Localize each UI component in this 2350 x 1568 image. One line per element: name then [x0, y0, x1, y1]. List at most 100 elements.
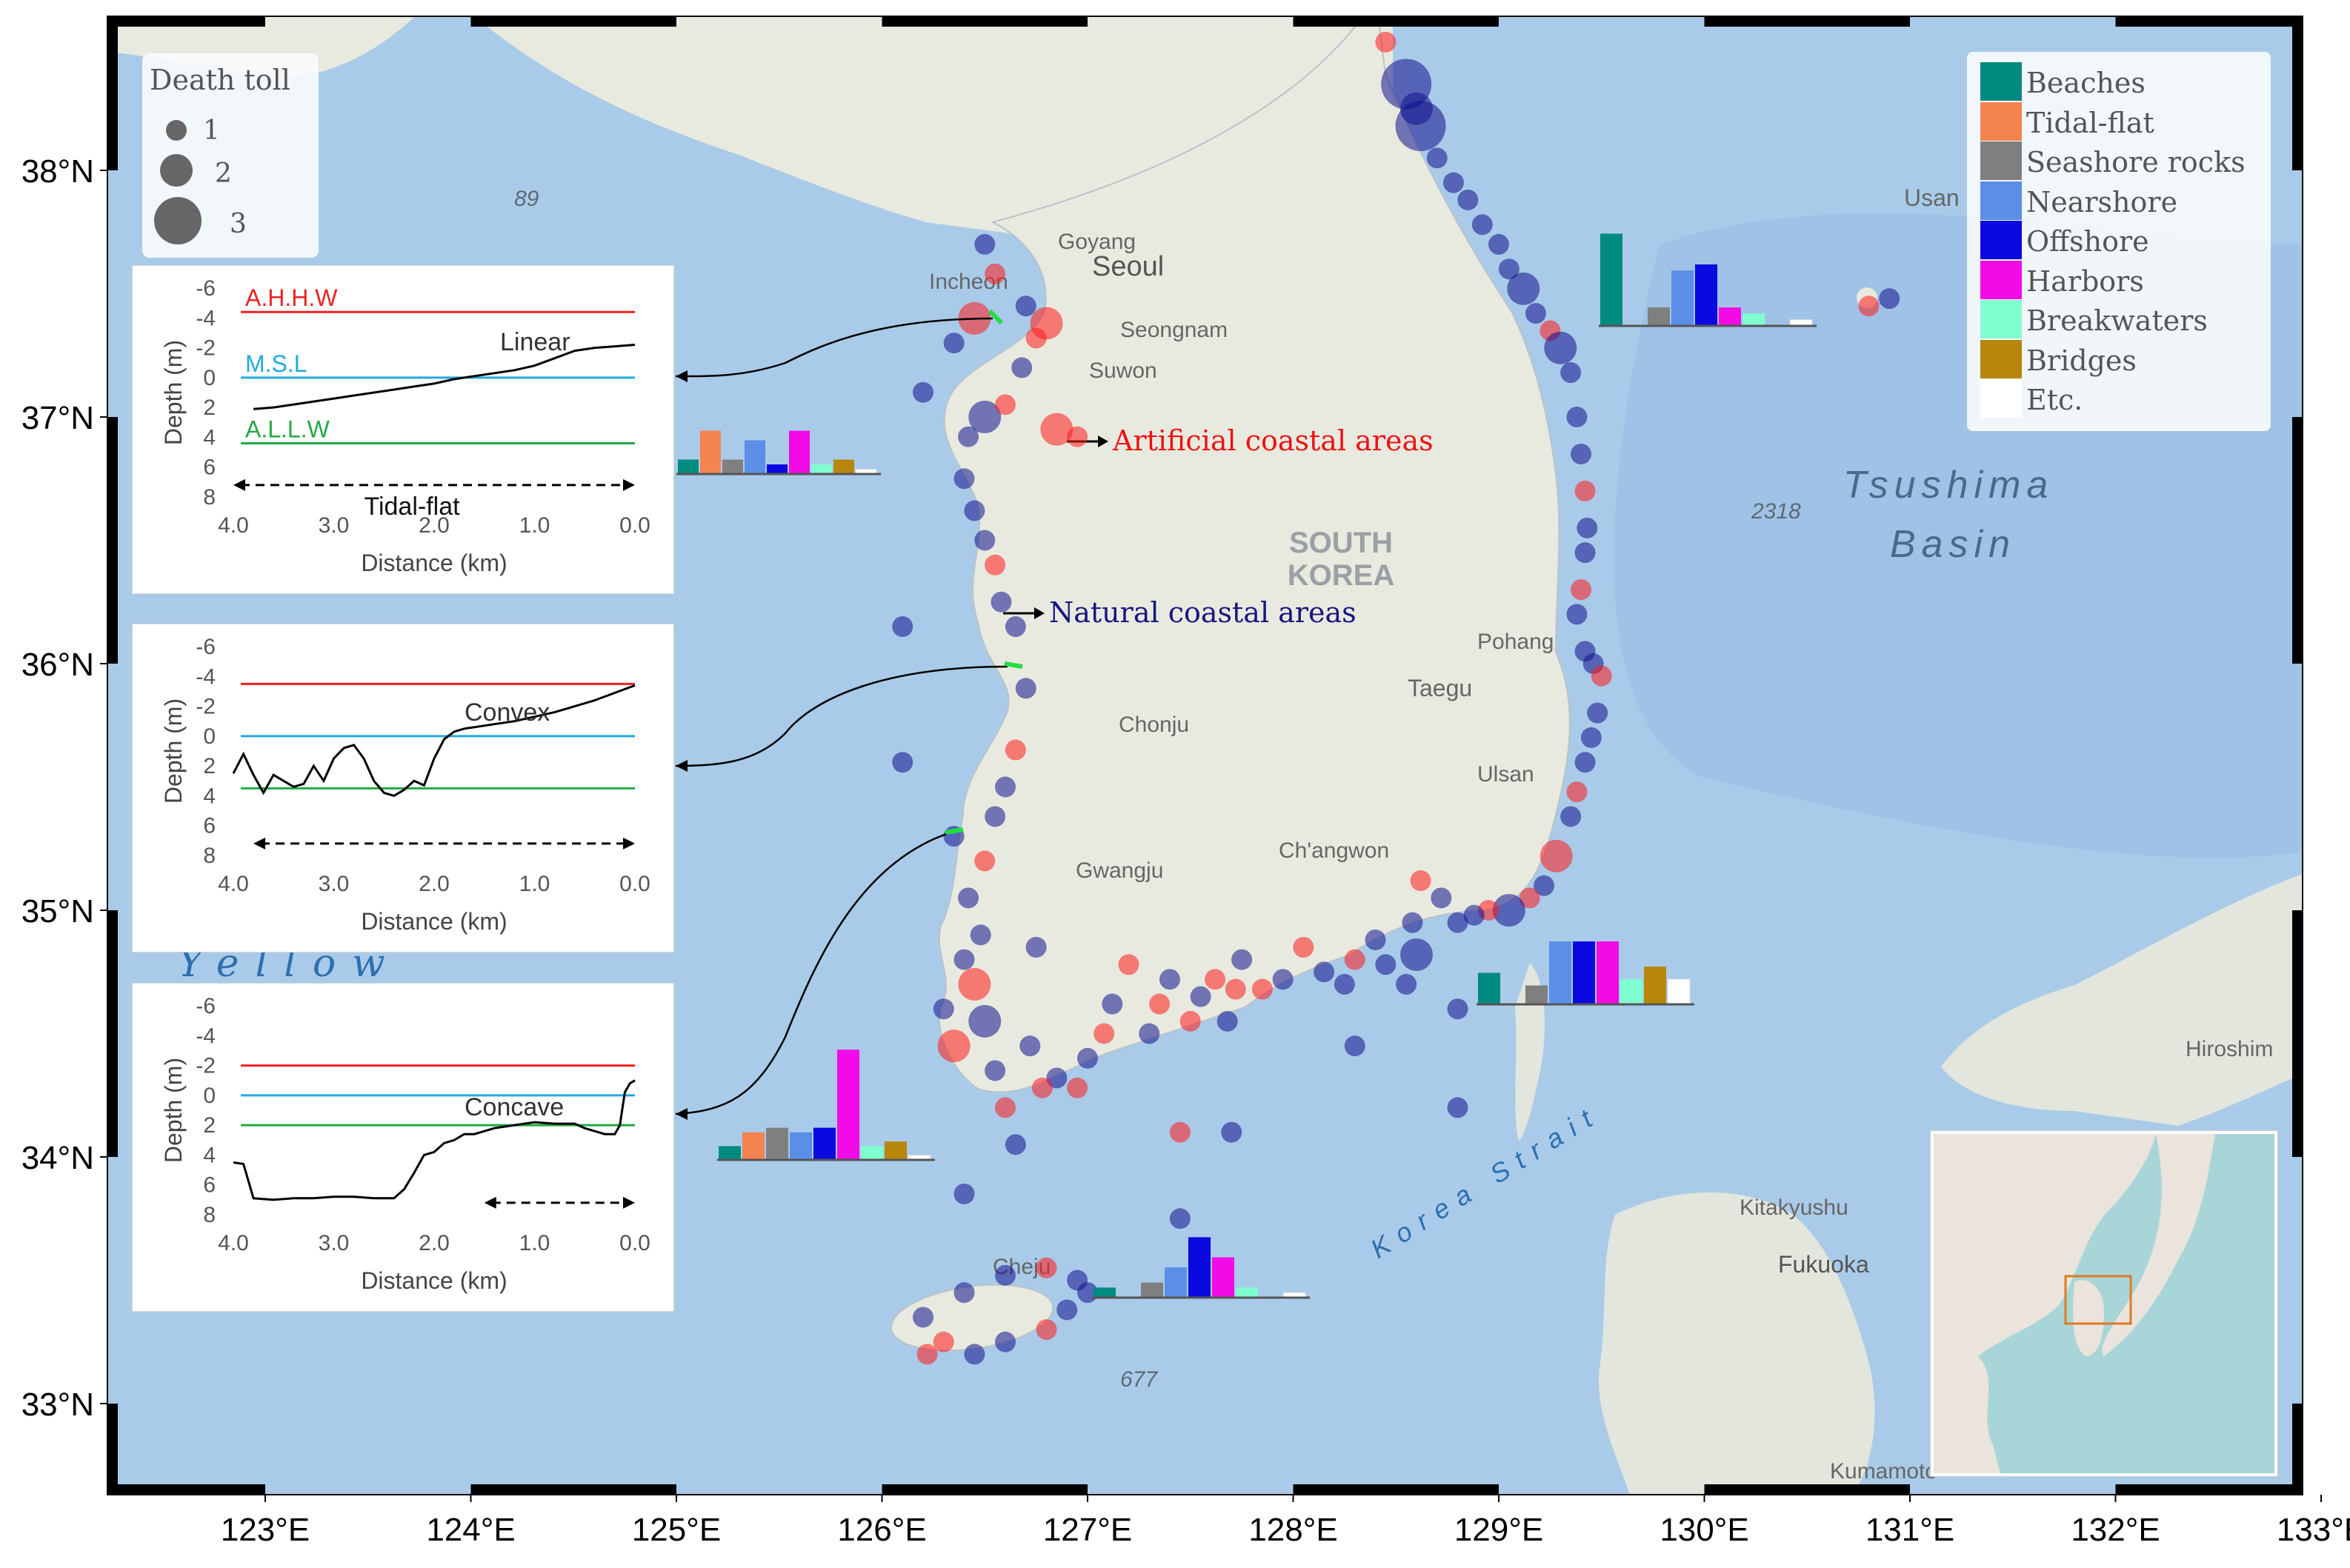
bar-harbors	[789, 430, 810, 474]
place-label: Seongnam	[1120, 318, 1228, 342]
profile-type-label: Linear	[500, 328, 570, 356]
incident-dot	[974, 850, 996, 872]
incident-dot	[1005, 616, 1026, 638]
lat-tick-label: 35°N	[21, 893, 94, 930]
span-label: Tidal-flat	[364, 493, 460, 521]
lon-tick-label: 126°E	[837, 1512, 926, 1548]
bar-beaches	[1478, 973, 1500, 1004]
connector-arrowhead	[676, 370, 688, 382]
incident-dot	[1560, 806, 1582, 827]
legend-label: Harbors	[2026, 264, 2144, 298]
incident-dot	[1040, 413, 1074, 446]
legend-swatch	[1980, 181, 2022, 220]
incident-dot	[1375, 31, 1397, 53]
incident-dot	[1314, 961, 1335, 983]
incident-dot	[1560, 362, 1582, 384]
border-tick-block	[2292, 1404, 2303, 1495]
incident-dot	[1540, 839, 1573, 873]
incident-dot	[1544, 331, 1577, 364]
incident-dot	[1094, 1023, 1115, 1044]
x-tick-label: 4.0	[218, 513, 249, 538]
incident-dot	[913, 1307, 933, 1328]
border-tick-block	[2115, 16, 2303, 27]
place-label: Pohang	[1477, 630, 1554, 654]
border-tick-block	[1704, 1484, 1910, 1495]
bar-offshore	[1573, 941, 1595, 1004]
incident-dot	[995, 1097, 1016, 1118]
bar-chart-south-west-coast	[717, 1050, 935, 1161]
incident-dot	[995, 1264, 1016, 1286]
x-tick-label: 3.0	[319, 1231, 350, 1255]
bar-harbors	[837, 1050, 859, 1160]
border-tick-block	[882, 16, 1088, 27]
legend-item-beaches: Beaches	[1980, 62, 2269, 101]
incident-dot	[1566, 781, 1588, 803]
death-toll-item-3: 3	[142, 193, 319, 252]
incident-dot	[1400, 938, 1433, 971]
incident-dot	[1344, 1035, 1365, 1057]
legend-label: Beaches	[2026, 67, 2146, 99]
border-tick-block	[107, 1484, 265, 1495]
y-tick-label: 2	[203, 754, 216, 778]
incident-dot	[1395, 101, 1446, 152]
incident-dot	[1067, 1077, 1088, 1098]
depth-label: 2318	[1751, 499, 1801, 524]
x-tick-label: 0.0	[619, 872, 650, 896]
incident-dot	[1858, 296, 1880, 317]
profile-chart-convex: -6 -4 -2 0 2 4 6 84.0 3.0 2.0 1.0 0.0 Distance (km) D…	[160, 635, 650, 935]
bar-beaches	[1094, 1287, 1116, 1298]
country-label: SOUTH	[1289, 527, 1393, 559]
y-tick-label: -6	[196, 635, 216, 659]
bar-seashore-rocks	[766, 1127, 788, 1160]
border-tick-block	[2115, 1484, 2303, 1495]
y-tick-label: -2	[196, 695, 216, 719]
span-arrowhead	[623, 478, 635, 491]
bar-beaches	[719, 1146, 741, 1160]
legend-label: Seashore rocks	[2026, 146, 2246, 179]
sea-label-tsushima: Tsushima	[1843, 464, 2054, 507]
bar-offshore	[1695, 264, 1717, 326]
x-tick-label: 1.0	[519, 872, 550, 896]
span-arrowhead	[623, 837, 635, 850]
profile-panel-convex: -6 -4 -2 0 2 4 6 8 4.0 3.0 2.0 1.0 0.0 Distance (km) D…	[132, 624, 674, 953]
incident-dot	[1587, 702, 1608, 724]
bar-seashore-rocks	[722, 459, 743, 474]
incident-dot	[1410, 870, 1431, 892]
legend-swatch	[1980, 260, 2022, 299]
incident-dot	[1566, 604, 1588, 625]
y-tick-label: -6	[196, 994, 216, 1018]
connector-concave	[675, 830, 956, 1115]
kyushu-land	[1599, 1192, 1875, 1495]
border-tick-block	[2292, 417, 2303, 664]
location-type-legend: Beaches Tidal-flat Seashore rocks Nearshore…	[1967, 52, 2271, 431]
connector-arrowhead	[676, 760, 688, 772]
place-label: Gwangju	[1076, 858, 1163, 883]
incident-dot	[1225, 978, 1246, 1000]
incident-dot	[964, 1344, 985, 1365]
reference-line-label: A.H.H.W	[245, 284, 338, 311]
x-axis-label: Distance (km)	[361, 550, 507, 576]
bar-seashore-rocks	[1141, 1282, 1163, 1298]
depth-label: 89	[514, 187, 539, 211]
incident-dot	[1879, 288, 1900, 310]
bar-bridges	[833, 459, 854, 474]
incident-dot	[974, 233, 996, 255]
legend-swatch	[1980, 300, 2022, 338]
profile-panel-linear: -6 -4 -2 0 2 4 6 8 4.0 3.0 2.0 1.0 0.0 Distance (km) D…	[132, 265, 674, 594]
y-tick-label: -2	[196, 1054, 216, 1078]
bar-offshore	[813, 1127, 836, 1160]
legend-swatch	[1980, 339, 2022, 378]
incident-dot	[1457, 189, 1479, 210]
border-tick-block	[1293, 1484, 1499, 1495]
incident-dot	[1574, 752, 1596, 773]
lat-tick-label: 36°N	[21, 647, 94, 683]
incident-dot	[1005, 739, 1026, 761]
border-tick-block	[1704, 16, 1910, 27]
legend-swatch	[1980, 141, 2022, 180]
incident-dot	[1519, 887, 1540, 909]
coast-segment-marker	[945, 827, 964, 835]
lon-tick-label: 132°E	[2071, 1512, 2160, 1548]
death-toll-label: 1	[203, 116, 220, 146]
y-axis-label: Depth (m)	[160, 340, 187, 445]
lon-tick-label: 129°E	[1454, 1512, 1543, 1548]
